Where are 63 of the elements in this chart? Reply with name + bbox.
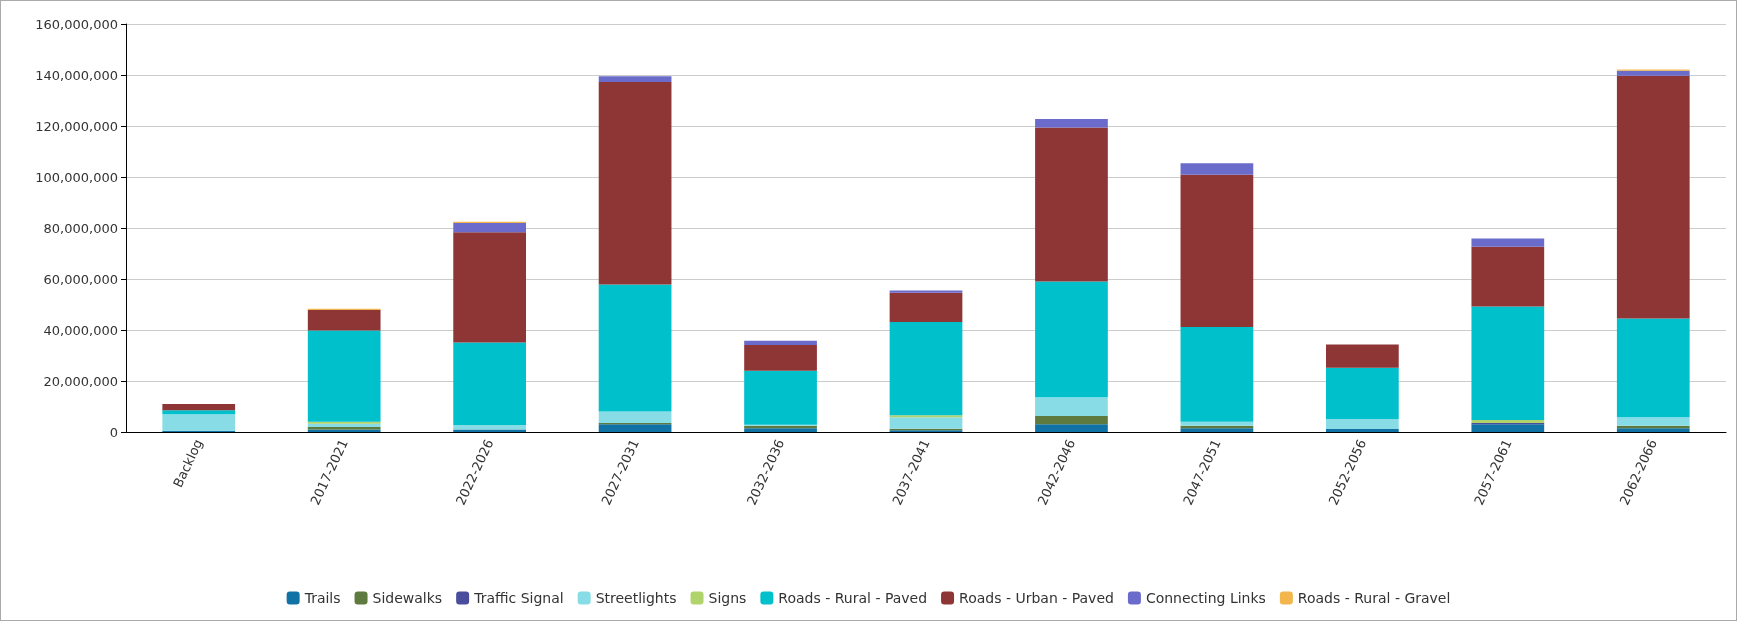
- legend-label: Connecting Links: [1145, 590, 1266, 606]
- bar: [453, 425, 526, 430]
- legend-label: Sidewalks: [372, 590, 443, 606]
- bar: [307, 330, 381, 422]
- bar: [453, 342, 526, 426]
- bar: [1326, 344, 1399, 368]
- bar: [307, 310, 381, 331]
- bar: [1326, 367, 1399, 419]
- bar: [162, 403, 236, 411]
- legend-label: Trails: [303, 590, 341, 606]
- bar: [1616, 70, 1690, 76]
- bar: [1035, 397, 1108, 416]
- bar: [1180, 326, 1254, 422]
- bar: [744, 340, 817, 346]
- bar: [744, 370, 817, 425]
- bar: [1180, 174, 1254, 327]
- bar: [453, 429, 526, 432]
- bar: [1035, 119, 1108, 128]
- legend-label: Roads - Rural - Paved: [778, 590, 928, 606]
- bar: [598, 76, 672, 82]
- legend-label: Roads - Rural - Gravel: [1297, 590, 1451, 606]
- bar: [1035, 127, 1108, 282]
- bar: [1471, 246, 1545, 307]
- bar: [1616, 318, 1690, 418]
- y-tick-label: 160,000,000: [35, 16, 118, 32]
- bar: [598, 424, 672, 432]
- y-tick-label: 100,000,000: [35, 169, 118, 185]
- bar: [889, 290, 963, 293]
- bar: [1471, 238, 1545, 247]
- bar: [1326, 419, 1399, 429]
- bar: [889, 292, 963, 323]
- y-tick-label: 60,000,000: [43, 271, 118, 287]
- bar: [1180, 421, 1254, 426]
- legend-label: Roads - Urban - Paved: [959, 590, 1114, 606]
- y-tick-label: 0: [109, 424, 118, 440]
- y-tick-label: 80,000,000: [43, 220, 118, 236]
- bar: [744, 345, 817, 371]
- bar: [453, 232, 526, 343]
- bar: [1471, 424, 1545, 432]
- bar: [1180, 163, 1254, 175]
- y-tick-label: 40,000,000: [43, 322, 118, 338]
- y-tick-label: 20,000,000: [43, 373, 118, 389]
- bar: [1035, 424, 1108, 432]
- bar: [598, 411, 672, 424]
- legend-label: Signs: [708, 590, 747, 606]
- bar: [1035, 415, 1108, 425]
- bar: [598, 284, 672, 412]
- bar: [598, 81, 672, 285]
- bar: [162, 414, 236, 431]
- legend-label: Streetlights: [595, 590, 677, 606]
- legend-label: Traffic Signal: [473, 590, 564, 606]
- bar: [1616, 417, 1690, 426]
- bar: [1035, 281, 1108, 398]
- bar: [453, 222, 526, 233]
- bar: [1616, 75, 1690, 319]
- bar: [1326, 428, 1399, 432]
- y-tick-label: 140,000,000: [35, 67, 118, 83]
- y-tick-label: 120,000,000: [35, 118, 118, 134]
- bar: [889, 322, 963, 416]
- bar: [162, 410, 236, 415]
- bar: [1471, 306, 1545, 421]
- bar: [889, 415, 963, 418]
- bar: [889, 417, 963, 429]
